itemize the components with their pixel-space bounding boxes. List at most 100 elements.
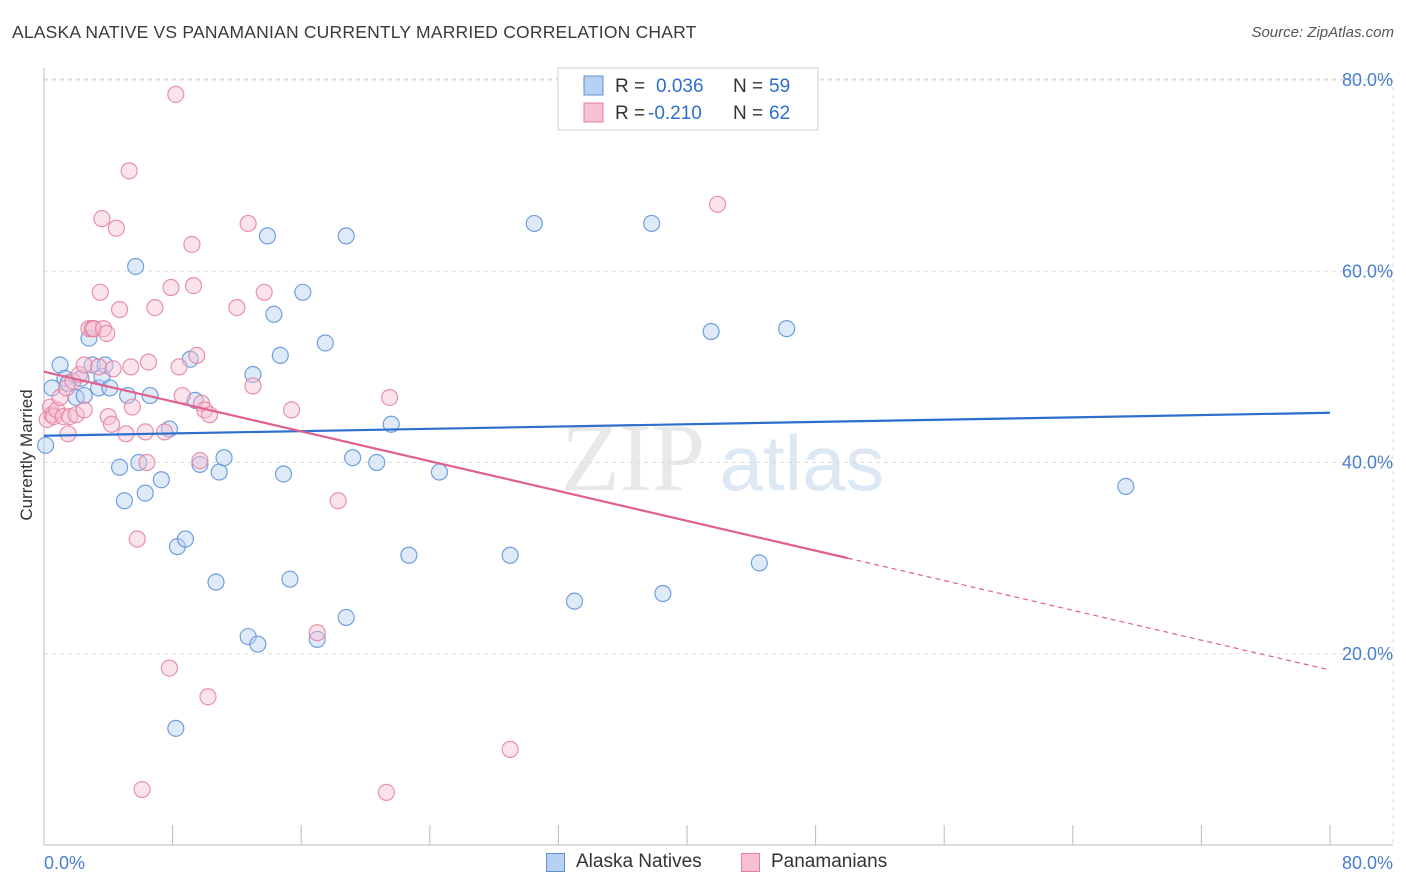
point-panamanian [90, 358, 108, 376]
point-panamanian [54, 408, 72, 426]
point-alaska-native [115, 492, 133, 510]
legend-r-label-blue: R = [615, 76, 645, 97]
point-panamanian [282, 401, 301, 419]
point-alaska-native [265, 305, 283, 323]
point-panamanian [91, 283, 109, 301]
point-panamanian [155, 423, 174, 441]
point-alaska-native [643, 214, 661, 233]
legend-swatch-blue [583, 75, 604, 96]
point-alaska-native [281, 570, 299, 588]
point-panamanian [136, 423, 154, 441]
point-panamanian [133, 780, 151, 799]
legend-n-value-pink: 62 [769, 103, 790, 124]
point-alaska-native [430, 463, 449, 481]
grid-lines [44, 78, 1394, 845]
point-panamanian [708, 195, 727, 213]
point-panamanian [104, 360, 122, 378]
point-alaska-native [51, 356, 69, 374]
point-panamanian [244, 377, 262, 395]
point-panamanian [173, 386, 191, 405]
trend-line-alaska-natives [43, 411, 1331, 437]
point-alaska-native [501, 546, 519, 564]
point-alaska-native [525, 214, 543, 233]
point-alaska-native [654, 584, 672, 603]
chart-title: ALASKA NATIVE VS PANAMANIAN CURRENTLY MA… [12, 22, 697, 42]
point-alaska-native [80, 329, 98, 347]
point-panamanian [381, 388, 399, 407]
point-panamanian [138, 453, 156, 472]
point-alaska-native [308, 630, 326, 649]
point-panamanian [75, 401, 93, 419]
point-alaska-native [400, 546, 418, 564]
point-panamanian [191, 451, 209, 470]
point-panamanian [75, 356, 93, 374]
point-panamanian [255, 283, 273, 301]
trend-line-panamanians-extrapolated [847, 557, 1331, 671]
legend-n-label-blue: N = [733, 76, 763, 97]
y-tick-labels: 20.0% 40.0% 60.0% 80.0% [1342, 70, 1393, 664]
point-alaska-native [136, 484, 154, 502]
point-alaska-native [702, 322, 720, 341]
point-panamanian [107, 219, 125, 237]
point-panamanian [501, 740, 519, 758]
point-alaska-native [274, 465, 293, 483]
point-panamanian [184, 276, 203, 295]
point-panamanian [120, 162, 138, 180]
trend-lines [43, 370, 1331, 671]
point-alaska-native [337, 608, 355, 627]
axes [43, 68, 1393, 846]
point-panamanian [123, 398, 142, 416]
point-panamanian [59, 425, 77, 443]
watermark: ZIP atlas [561, 404, 884, 511]
point-alaska-native [249, 635, 267, 653]
point-alaska-native [750, 554, 768, 572]
point-alaska-native [382, 415, 400, 433]
point-panamanian [67, 406, 85, 424]
point-panamanian [94, 320, 113, 338]
point-alaska-native [271, 346, 289, 364]
y-tick-label: 40.0% [1342, 453, 1393, 473]
point-alaska-native [75, 386, 93, 405]
point-alaska-native [167, 719, 185, 737]
point-alaska-native [176, 530, 195, 548]
point-panamanian [377, 783, 395, 802]
point-panamanian [188, 346, 206, 364]
y-tick-label: 60.0% [1342, 261, 1393, 281]
legend-n-value-blue: 59 [769, 76, 790, 97]
y-tick-label: 80.0% [1342, 70, 1393, 90]
point-panamanian [128, 530, 146, 548]
stats-legend: R = 0.036 N = 59 R = -0.210 N = 62 [557, 67, 819, 131]
point-panamanian [239, 214, 257, 233]
legend-r-label-pink: R = [615, 103, 645, 124]
point-alaska-native [207, 573, 225, 591]
point-panamanian [122, 358, 140, 376]
y-tick-label: 20.0% [1342, 644, 1393, 664]
point-alaska-native [1117, 477, 1135, 496]
point-panamanian [199, 688, 217, 706]
legend-n-label-pink: N = [733, 103, 763, 124]
legend-swatch-pink [583, 102, 604, 123]
point-panamanian [183, 235, 201, 254]
x-tick-label-max: 80.0% [1342, 853, 1393, 873]
point-alaska-native [37, 436, 55, 454]
point-alaska-native [152, 471, 170, 489]
point-panamanian [139, 353, 158, 371]
point-alaska-native [316, 334, 334, 352]
point-alaska-native [127, 257, 145, 276]
point-alaska-native [210, 463, 228, 481]
point-alaska-native [368, 453, 386, 472]
point-panamanian [85, 320, 103, 338]
point-alaska-native [337, 227, 355, 245]
point-panamanian [146, 298, 164, 317]
data-points [37, 85, 1135, 802]
point-alaska-native [294, 283, 312, 301]
legend-item-panamanians[interactable]: Panamanians [741, 851, 887, 873]
legend-item-alaska-natives[interactable]: Alaska Natives [546, 851, 702, 873]
point-panamanian [57, 379, 76, 397]
point-panamanian [329, 492, 347, 510]
legend-label-panamanians: Panamanians [771, 851, 888, 872]
point-panamanian [228, 298, 246, 317]
point-panamanian [162, 278, 180, 297]
source-label: Source: ZipAtlas.com [1251, 24, 1394, 41]
